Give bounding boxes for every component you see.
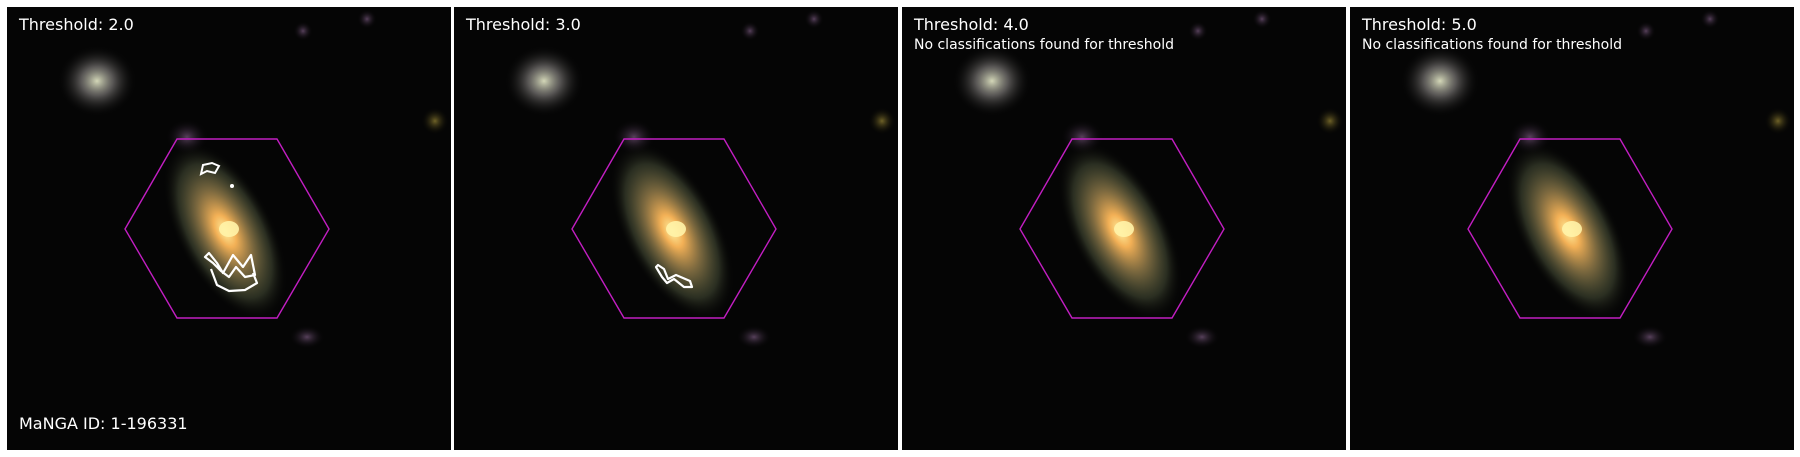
background-source <box>1316 107 1344 135</box>
background-source <box>1184 325 1220 349</box>
background-source <box>1764 107 1792 135</box>
classification-contour <box>203 251 259 293</box>
background-source <box>1700 9 1720 29</box>
threshold-title: Threshold: 5.0 <box>1362 15 1477 34</box>
background-source <box>868 107 896 135</box>
ifu-hexagon <box>1019 138 1225 319</box>
background-source <box>1632 325 1668 349</box>
threshold-panel: Threshold: 4.0 No classifications found f… <box>902 7 1346 450</box>
manga-id-label: MaNGA ID: 1-196331 <box>19 414 188 433</box>
classification-contour <box>199 161 221 176</box>
classification-contour <box>230 184 234 188</box>
companion-galaxy <box>504 45 584 117</box>
background-source <box>293 21 313 41</box>
threshold-panel: Threshold: 2.0 MaNGA ID: 1-196331 <box>7 7 451 450</box>
ifu-hexagon <box>1467 138 1673 319</box>
background-source <box>736 325 772 349</box>
background-source <box>289 325 325 349</box>
background-source <box>1636 21 1656 41</box>
sky-image <box>902 7 1346 450</box>
background-source <box>1252 9 1272 29</box>
ifu-hexagon <box>571 138 777 319</box>
galaxy-nucleus <box>1114 221 1134 237</box>
no-classifications-note: No classifications found for threshold <box>914 37 1174 53</box>
sky-image <box>1350 7 1794 450</box>
threshold-title: Threshold: 2.0 <box>19 15 134 34</box>
classification-contour <box>654 263 694 289</box>
threshold-panel: Threshold: 5.0 No classifications found f… <box>1350 7 1794 450</box>
galaxy-nucleus <box>666 221 686 237</box>
background-source <box>740 21 760 41</box>
companion-galaxy <box>57 45 137 117</box>
sky-image <box>454 7 898 450</box>
threshold-title: Threshold: 3.0 <box>466 15 581 34</box>
sky-image <box>7 7 451 450</box>
background-source <box>804 9 824 29</box>
galaxy-nucleus <box>1562 221 1582 237</box>
threshold-panel: Threshold: 3.0 <box>454 7 898 450</box>
no-classifications-note: No classifications found for threshold <box>1362 37 1622 53</box>
ifu-hexagon <box>124 138 330 319</box>
companion-galaxy <box>952 45 1032 117</box>
galaxy-nucleus <box>219 221 239 237</box>
background-source <box>421 107 449 135</box>
companion-galaxy <box>1400 45 1480 117</box>
background-source <box>357 9 377 29</box>
threshold-title: Threshold: 4.0 <box>914 15 1029 34</box>
background-source <box>1188 21 1208 41</box>
